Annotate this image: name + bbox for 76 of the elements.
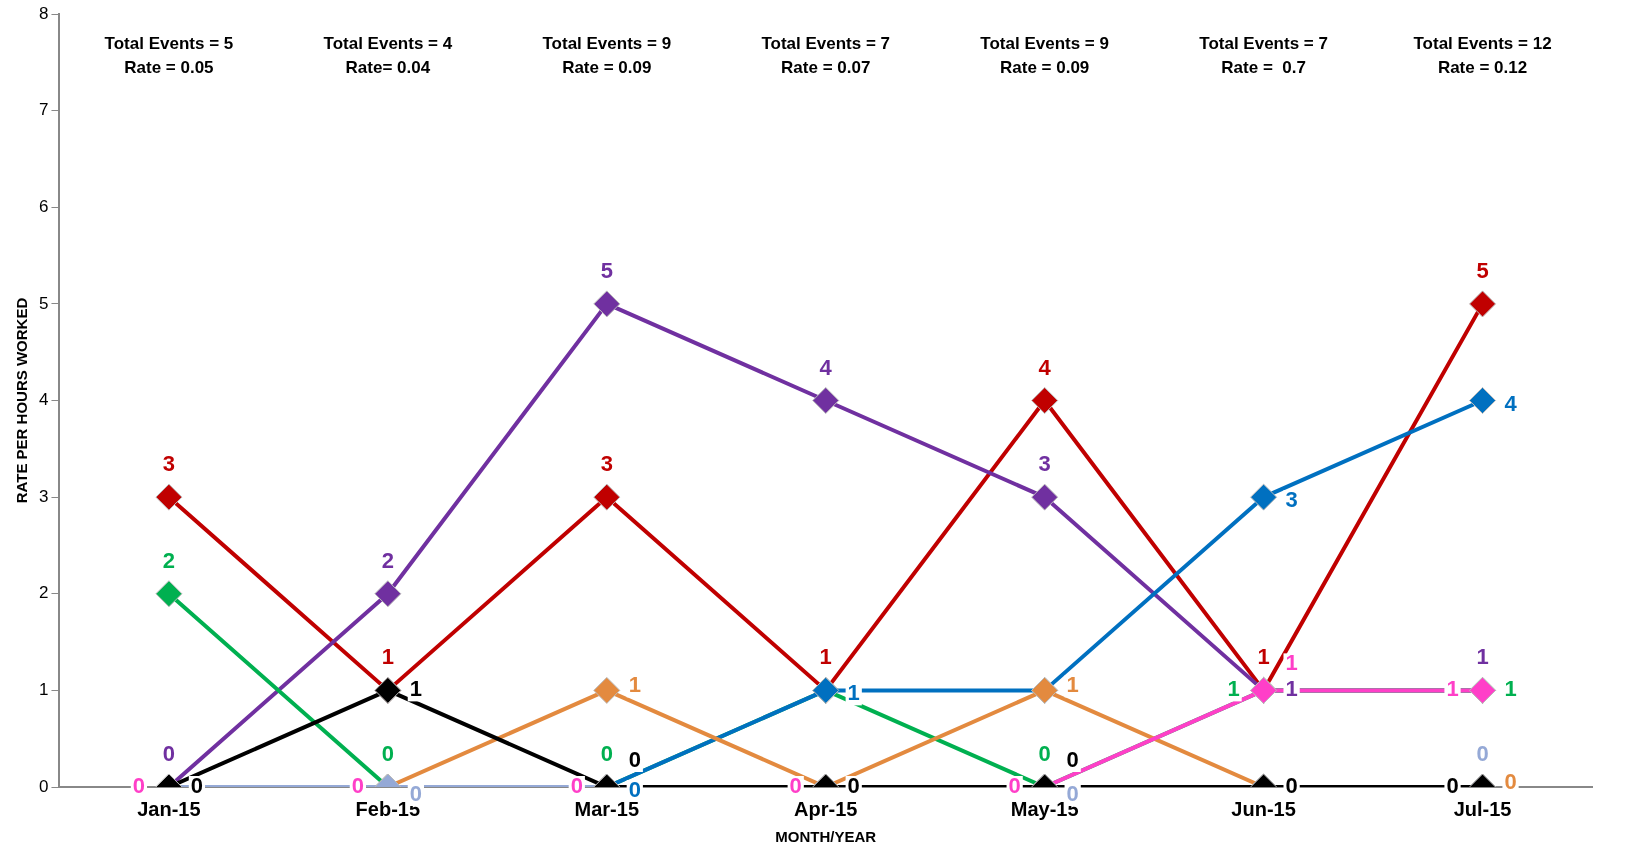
data-label: 1 xyxy=(1476,644,1489,670)
x-tick-label: Jul-15 xyxy=(1453,797,1512,820)
data-label: 2 xyxy=(381,547,394,573)
data-label: 1 xyxy=(409,676,422,702)
data-label: 3 xyxy=(1038,451,1051,477)
data-label: 0 xyxy=(1285,773,1298,799)
data-label: 0 xyxy=(628,777,641,803)
data-label: 1 xyxy=(847,680,860,706)
data-label: 3 xyxy=(162,451,176,477)
y-tick-label: 2 xyxy=(38,583,49,603)
data-label: 0 xyxy=(351,773,364,799)
x-tick-label: Jan-15 xyxy=(137,797,201,820)
data-label: 1 xyxy=(1066,672,1079,698)
data-label: 0 xyxy=(190,773,204,799)
y-axis-title: RATE PER HOURS WORKED xyxy=(13,297,31,504)
annotation: Total Events = 12 Rate = 0.12 xyxy=(1413,33,1552,77)
data-label: 0 xyxy=(1476,741,1489,767)
data-label: 0 xyxy=(162,741,176,767)
data-label: 1 xyxy=(1446,676,1459,702)
annotation: Total Events = 7 Rate = 0.07 xyxy=(761,33,891,77)
data-label: 0 xyxy=(1038,741,1051,767)
data-label: 0 xyxy=(1446,773,1459,799)
y-tick-label: 7 xyxy=(38,100,49,120)
data-label: 0 xyxy=(1008,773,1021,799)
y-tick-label: 1 xyxy=(38,680,49,700)
x-tick-label: Apr-15 xyxy=(794,797,858,820)
data-label: 0 xyxy=(1066,747,1079,773)
data-label: 1 xyxy=(1504,676,1517,702)
data-label: 4 xyxy=(819,354,833,380)
point xyxy=(1031,387,1059,414)
point xyxy=(593,290,621,318)
data-label: 0 xyxy=(789,773,802,799)
data-label: 1 xyxy=(819,644,832,670)
point xyxy=(155,483,183,511)
x-tick-label: Jun-15 xyxy=(1231,797,1296,820)
data-label: 0 xyxy=(847,773,860,799)
data-label: 5 xyxy=(1476,257,1489,283)
point xyxy=(593,483,621,511)
data-label: 1 xyxy=(628,672,641,698)
data-label: 3 xyxy=(1285,487,1298,513)
data-label: 0 xyxy=(1504,769,1517,795)
data-label: 0 xyxy=(600,741,613,767)
data-label: 1 xyxy=(1285,676,1298,702)
data-label: 0 xyxy=(132,773,146,799)
y-tick-label: 0 xyxy=(38,776,49,796)
point xyxy=(1031,483,1059,511)
y-tick-label: 4 xyxy=(38,390,49,410)
data-label: 0 xyxy=(570,773,583,799)
data-label: 1 xyxy=(1257,644,1270,670)
data-label: 1 xyxy=(1227,676,1240,702)
annotation: Total Events = 7 Rate = 0.7 xyxy=(1199,33,1328,77)
y-tick-label: 3 xyxy=(38,486,49,506)
annotation: Total Events = 9 Rate = 0.09 xyxy=(542,33,672,77)
annotation: Total Events = 4 Rate= 0.04 xyxy=(323,33,453,77)
annotation: Total Events = 5 Rate = 0.05 xyxy=(104,33,234,77)
point xyxy=(1469,290,1497,318)
point xyxy=(374,580,402,608)
y-tick-label: 8 xyxy=(38,3,49,23)
data-label: 4 xyxy=(1504,390,1518,416)
point xyxy=(1250,483,1278,511)
point xyxy=(1469,387,1497,414)
point xyxy=(812,387,840,414)
y-tick-label: 6 xyxy=(38,196,49,216)
data-label: 5 xyxy=(600,257,613,283)
annotation: Total Events = 9 Rate = 0.09 xyxy=(980,33,1109,77)
data-label: 3 xyxy=(600,451,613,477)
x-axis-title: MONTH/YEAR xyxy=(775,828,877,846)
y-tick-label: 5 xyxy=(38,293,49,313)
point xyxy=(593,676,621,704)
data-label: 0 xyxy=(381,741,394,767)
data-label: 1 xyxy=(381,644,394,670)
point xyxy=(155,580,183,608)
data-label: 2 xyxy=(162,547,176,573)
data-label: 0 xyxy=(628,747,641,773)
data-label: 1 xyxy=(1285,650,1298,676)
data-label: 4 xyxy=(1038,354,1052,380)
